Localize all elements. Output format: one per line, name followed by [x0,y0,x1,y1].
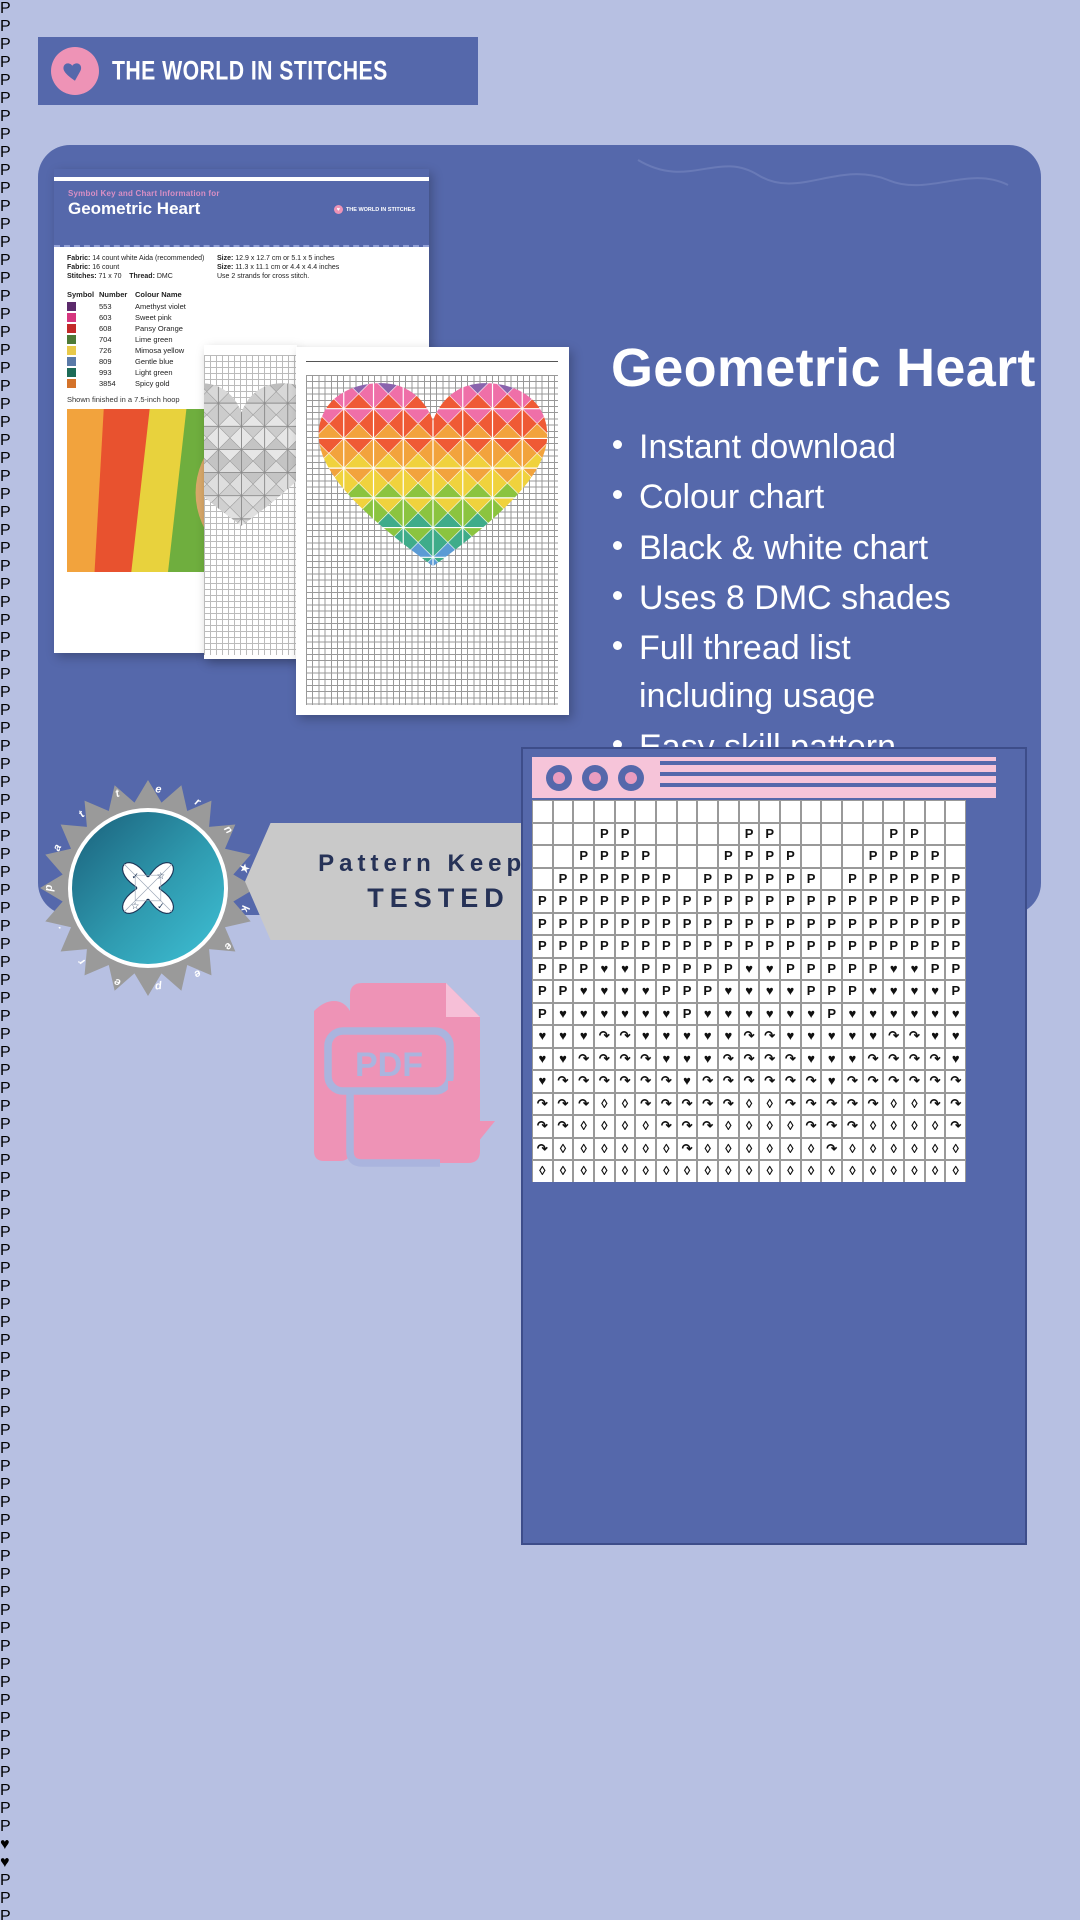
svg-text:☆: ☆ [156,871,165,882]
svg-text:PDF: PDF [355,1046,423,1084]
svg-text:✓: ✓ [132,871,139,881]
svg-text:☆: ☆ [131,901,140,912]
svg-text:✓: ✓ [157,901,164,911]
